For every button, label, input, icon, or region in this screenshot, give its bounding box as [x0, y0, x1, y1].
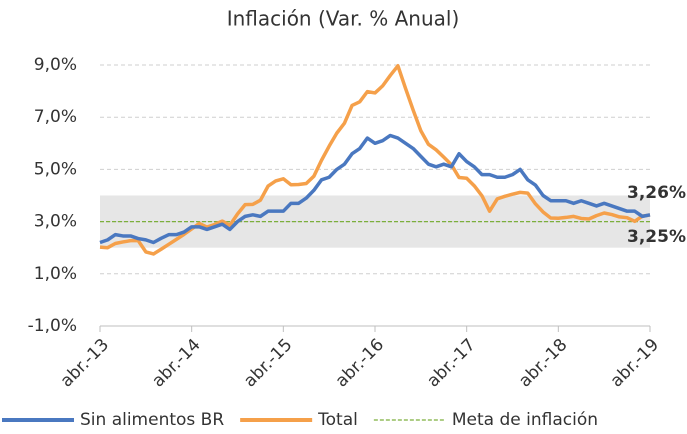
annotation: 3,26% — [627, 183, 686, 203]
chart-title: Inflación (Var. % Anual) — [227, 7, 460, 31]
y-tick-label: -1,0% — [28, 316, 77, 336]
x-tick-label: abr.-18 — [515, 335, 571, 391]
legend-label: Meta de inflación — [452, 410, 598, 430]
y-tick-label: 1,0% — [34, 264, 77, 284]
x-tick-label: abr.-19 — [607, 335, 663, 391]
y-tick-label: 3,0% — [34, 212, 77, 232]
x-tick-label: abr.-17 — [423, 335, 479, 391]
y-tick-label: 5,0% — [34, 159, 77, 179]
x-tick-label: abr.-14 — [148, 335, 204, 391]
x-tick-label: abr.-13 — [57, 335, 113, 391]
y-tick-label: 7,0% — [34, 107, 77, 127]
legend-label: Total — [317, 410, 358, 430]
annotation: 3,25% — [627, 227, 686, 247]
x-tick-label: abr.-15 — [240, 335, 296, 391]
y-tick-label: 9,0% — [34, 55, 77, 75]
series-line — [99, 133, 651, 245]
x-tick-label: abr.-16 — [332, 335, 388, 391]
legend-label: Sin alimentos BR — [80, 410, 224, 430]
